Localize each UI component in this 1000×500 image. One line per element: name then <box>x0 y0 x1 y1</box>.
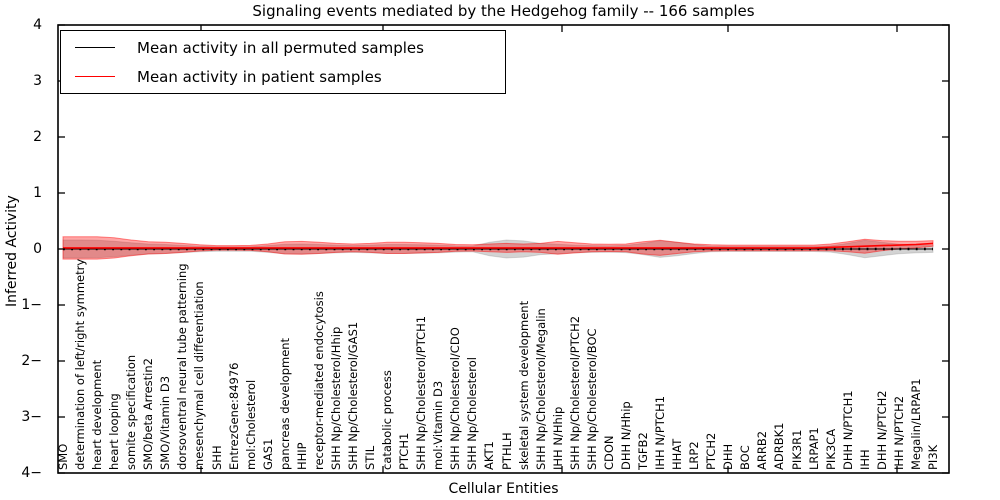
x-tick-label: somite specification <box>124 354 139 470</box>
x-tick-label: CDON <box>601 435 616 470</box>
x-tick-label: PI3K <box>926 444 940 470</box>
x-tick-label: SMO/beta Arrestin2 <box>141 358 156 470</box>
x-tick-label: DHH N/PTCH2 <box>874 390 889 470</box>
x-tick-label: TGFB2 <box>636 432 650 470</box>
x-tick-label: PTCH1 <box>397 432 412 470</box>
x-tick-label: Megalin/LRPAP1 <box>908 378 923 470</box>
x-tick-label: EntrezGene:84976 <box>226 362 241 470</box>
x-tick-label: mesenchymal cell differentiation <box>192 281 207 470</box>
x-tick-label: LRPAP1 <box>806 427 821 470</box>
x-tick-label: HHAT <box>670 438 685 470</box>
x-tick-label: DHH N/Hhip <box>618 401 633 470</box>
x-tick-label: LRP2 <box>687 441 702 470</box>
x-tick-label: catabolic process <box>380 370 395 470</box>
x-tick-label: IHH N/Hhip <box>550 406 565 470</box>
x-tick-label: PTHLH <box>499 432 514 470</box>
x-tick-label: mol:Cholesterol <box>243 379 258 470</box>
x-tick-label: ARRB2 <box>755 430 770 470</box>
legend-label: Mean activity in all permuted samples <box>137 38 424 57</box>
x-tick-label: PTCH2 <box>704 432 719 470</box>
red-line-sample-icon <box>75 76 115 77</box>
x-tick-label: SMO <box>56 443 70 470</box>
x-tick-label: HHIP <box>294 442 309 470</box>
legend: Mean activity in all permuted samples Me… <box>60 30 506 94</box>
x-tick-label: BOC <box>738 445 753 470</box>
x-tick-label: SHH Np/Cholesterol/Megalin <box>533 308 548 470</box>
x-tick-label: PIK3R1 <box>789 429 804 471</box>
x-tick-label: PIK3CA <box>823 428 838 470</box>
x-tick-label: SHH Np/Cholesterol/Hhip <box>328 326 343 470</box>
x-tick-label: SHH Np/Cholesterol <box>465 357 480 470</box>
x-tick-label: heart looping <box>107 393 122 470</box>
x-tick-label: SHH Np/Cholesterol/BOC <box>584 328 599 470</box>
x-tick-label: mol:Vitamin D3 <box>431 380 446 470</box>
x-tick-label: pancreas development <box>277 337 292 470</box>
x-tick-label: SHH Np/Cholesterol/GAS1 <box>346 321 360 470</box>
x-tick-label: heart development <box>90 359 105 470</box>
x-tick-label: DHH <box>721 443 736 470</box>
x-tick-label: IHH <box>857 449 872 470</box>
x-tick-label: STIL <box>363 445 378 470</box>
x-tick-label: GAS1 <box>260 438 275 470</box>
x-tick-label: SHH <box>209 445 224 470</box>
x-tick-label: IHH N/PTCH1 <box>653 395 668 470</box>
x-tick-label: DHH N/PTCH1 <box>840 390 855 470</box>
x-tick-label: AKT1 <box>482 441 497 470</box>
x-axis-label: Cellular Entities <box>448 481 559 497</box>
x-tick-label: SHH Np/Cholesterol/PTCH1 <box>414 315 429 470</box>
legend-entry-permuted: Mean activity in all permuted samples <box>75 37 505 58</box>
black-line-sample-icon <box>75 47 115 48</box>
x-tick-label: ADRBK1 <box>772 422 787 470</box>
chart-title: Signaling events mediated by the Hedgeho… <box>252 2 755 20</box>
x-tick-label: SHH Np/Cholesterol/PTCH2 <box>567 315 582 470</box>
x-tick-label: IHH N/PTCH2 <box>891 395 906 470</box>
x-tick-label: SHH Np/Cholesterol/CDO <box>448 327 463 470</box>
legend-label: Mean activity in patient samples <box>137 67 382 86</box>
x-tick-label: receptor-mediated endocytosis <box>311 291 326 470</box>
x-tick-label: skeletal system development <box>516 300 531 470</box>
x-tick-label: SMO/Vitamin D3 <box>158 375 173 470</box>
x-tick-label: dorsoventral neural tube patterning <box>175 263 190 470</box>
legend-entry-patient: Mean activity in patient samples <box>75 66 505 87</box>
line-patient-mean <box>63 242 934 249</box>
x-tick-label: determination of left/right symmetry <box>73 258 88 470</box>
